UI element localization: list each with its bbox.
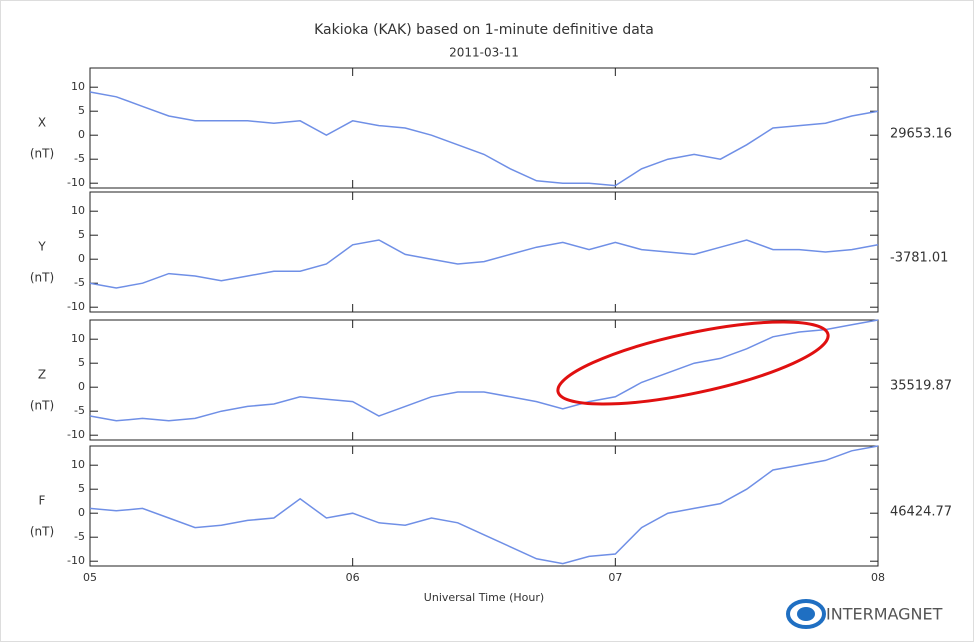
x-tick-label: 06 — [346, 571, 360, 584]
y-tick-label: -5 — [74, 276, 85, 289]
data-line — [89, 319, 879, 422]
y-tick-label: 0 — [78, 252, 85, 265]
y-tick-label: 5 — [78, 228, 85, 241]
panel-frame — [89, 445, 879, 567]
logo-text: INTERMAGNET — [826, 605, 943, 624]
logo-core — [797, 607, 815, 621]
y-unit-label: (nT) — [30, 399, 54, 413]
x-axis-label: Universal Time (Hour) — [424, 591, 544, 604]
panel-frame — [89, 67, 879, 189]
y-tick-label: 10 — [71, 204, 85, 217]
x-tick-label: 08 — [871, 571, 885, 584]
y-tick-label: -10 — [67, 554, 85, 567]
baseline-value: 29653.16 — [890, 127, 952, 142]
y-axis-label: Z — [38, 368, 46, 382]
baseline-value: -3781.01 — [890, 251, 948, 266]
y-tick-label: 5 — [78, 104, 85, 117]
y-tick-label: 5 — [78, 482, 85, 495]
y-tick-label: 10 — [71, 458, 85, 471]
y-tick-label: 0 — [78, 506, 85, 519]
chart-title: Kakioka (KAK) based on 1-minute definiti… — [314, 22, 654, 38]
panel-frame — [89, 191, 879, 313]
x-tick-label: 07 — [608, 571, 622, 584]
data-line — [89, 91, 879, 187]
panel-frame — [89, 319, 879, 441]
y-tick-label: 10 — [71, 332, 85, 345]
baseline-value: 46424.77 — [890, 505, 952, 520]
logo: INTERMAGNET — [786, 599, 943, 629]
data-line — [89, 445, 879, 565]
highlight-ellipse — [556, 320, 830, 406]
y-tick-label: -10 — [67, 176, 85, 189]
y-tick-label: -10 — [67, 428, 85, 441]
y-tick-label: -5 — [74, 530, 85, 543]
y-unit-label: (nT) — [30, 271, 54, 285]
y-axis-label: F — [39, 494, 46, 508]
y-tick-label: -10 — [67, 300, 85, 313]
y-tick-label: -5 — [74, 152, 85, 165]
y-tick-label: 10 — [71, 80, 85, 93]
data-line — [89, 239, 879, 289]
chart-subtitle: 2011-03-11 — [449, 46, 519, 60]
baseline-value: 35519.87 — [890, 379, 952, 394]
x-tick-label: 05 — [83, 571, 97, 584]
y-axis-label: X — [38, 116, 46, 130]
logo-ring — [786, 599, 826, 629]
y-tick-label: 0 — [78, 128, 85, 141]
y-axis-label: Y — [37, 240, 46, 254]
y-tick-label: 5 — [78, 356, 85, 369]
y-unit-label: (nT) — [30, 525, 54, 539]
y-tick-label: -5 — [74, 404, 85, 417]
y-tick-label: 0 — [78, 380, 85, 393]
y-unit-label: (nT) — [30, 147, 54, 161]
